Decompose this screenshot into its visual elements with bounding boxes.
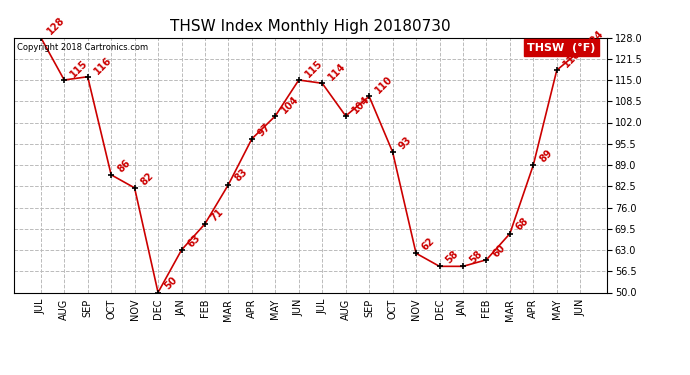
Text: 63: 63	[186, 232, 202, 249]
Text: 58: 58	[444, 249, 460, 266]
Text: 82: 82	[139, 170, 155, 187]
Text: 124: 124	[584, 28, 606, 50]
Text: 115: 115	[68, 58, 90, 79]
Text: 83: 83	[233, 167, 249, 184]
Text: 115: 115	[303, 58, 324, 79]
Text: 60: 60	[491, 242, 507, 259]
Text: 104: 104	[350, 94, 371, 115]
Text: THSW  (°F): THSW (°F)	[527, 43, 595, 52]
Title: THSW Index Monthly High 20180730: THSW Index Monthly High 20180730	[170, 18, 451, 33]
Text: 128: 128	[45, 15, 66, 37]
Text: 110: 110	[373, 74, 395, 96]
Text: 86: 86	[115, 158, 132, 174]
Text: 104: 104	[279, 94, 301, 115]
Text: 71: 71	[209, 207, 226, 223]
Text: 68: 68	[514, 216, 531, 233]
Text: 58: 58	[467, 249, 484, 266]
Text: 116: 116	[92, 55, 113, 76]
Text: 97: 97	[256, 122, 273, 138]
Text: 62: 62	[420, 236, 437, 252]
Text: 50: 50	[162, 275, 179, 292]
Text: 89: 89	[538, 147, 554, 164]
Text: 118: 118	[561, 48, 582, 69]
Text: 114: 114	[326, 61, 348, 82]
Text: Copyright 2018 Cartronics.com: Copyright 2018 Cartronics.com	[17, 43, 148, 52]
Text: 93: 93	[397, 135, 413, 151]
